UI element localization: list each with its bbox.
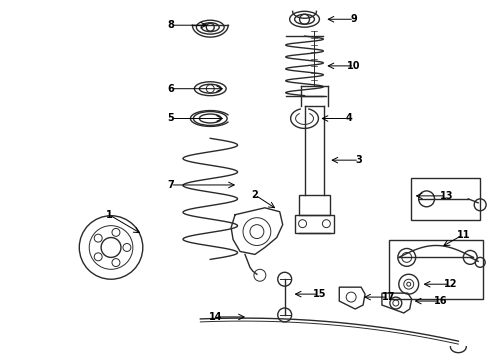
Text: 12: 12 bbox=[443, 279, 457, 289]
Text: 8: 8 bbox=[167, 20, 174, 30]
Bar bbox=[411, 178, 480, 220]
Text: 11: 11 bbox=[457, 230, 470, 239]
Text: 10: 10 bbox=[347, 61, 361, 71]
Text: 13: 13 bbox=[440, 191, 453, 201]
Text: 3: 3 bbox=[356, 155, 363, 165]
Text: 16: 16 bbox=[434, 296, 447, 306]
Text: 15: 15 bbox=[313, 289, 326, 299]
Bar bbox=[298, 195, 330, 215]
Text: 4: 4 bbox=[346, 113, 353, 123]
Text: 17: 17 bbox=[382, 292, 395, 302]
Text: 5: 5 bbox=[167, 113, 174, 123]
Bar bbox=[294, 215, 334, 233]
Text: 2: 2 bbox=[251, 190, 258, 200]
Text: 9: 9 bbox=[351, 14, 358, 24]
Text: 1: 1 bbox=[106, 210, 112, 220]
Text: 6: 6 bbox=[167, 84, 174, 94]
Text: 7: 7 bbox=[167, 180, 174, 190]
Text: 14: 14 bbox=[208, 312, 222, 322]
Bar bbox=[389, 239, 483, 299]
